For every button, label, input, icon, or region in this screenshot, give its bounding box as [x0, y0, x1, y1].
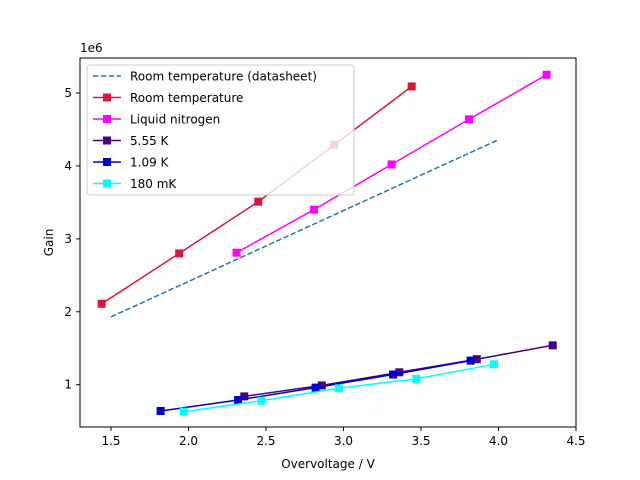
x-tick-label: 2.5 [256, 434, 275, 448]
y-tick-label: 4 [64, 159, 72, 173]
data-point [240, 392, 249, 401]
legend: Room temperature (datasheet) Room tempera… [86, 64, 355, 196]
y-tick-label: 1 [64, 378, 72, 392]
series-liquid-nitrogen [232, 70, 551, 257]
y-tick-label: 2 [64, 305, 72, 319]
data-point [489, 360, 498, 369]
legend-marker [103, 179, 111, 188]
data-point [465, 115, 474, 124]
data-point [412, 374, 421, 383]
data-point [334, 384, 343, 393]
data-point [179, 407, 188, 416]
legend-label: Room temperature [130, 91, 243, 105]
data-point [234, 396, 243, 405]
legend-label: Room temperature (datasheet) [130, 70, 317, 84]
legend-label: Liquid nitrogen [130, 113, 220, 127]
x-tick-label: 3.0 [334, 434, 353, 448]
x-tick-label: 4.5 [566, 434, 585, 448]
data-point [156, 406, 165, 415]
legend-item: 1.09 K [93, 156, 170, 170]
data-point [472, 355, 481, 364]
data-point [466, 356, 475, 365]
y-tick-label: 5 [64, 86, 72, 100]
data-point [387, 160, 396, 169]
y-axis-label: Gain [42, 229, 56, 257]
data-point [232, 248, 241, 257]
data-point [311, 383, 320, 392]
x-axis-ticks: 1.5 2.0 2.5 3.0 3.5 4.0 4.5 [101, 427, 586, 448]
data-point [257, 396, 266, 405]
x-tick-label: 1.5 [101, 434, 120, 448]
series-1-09-k [156, 356, 475, 415]
x-tick-label: 3.5 [411, 434, 430, 448]
data-point [310, 205, 319, 214]
data-point [389, 370, 398, 379]
data-point [317, 381, 326, 390]
data-point [175, 249, 184, 258]
series-layer [97, 70, 557, 416]
x-tick-label: 2.0 [179, 434, 198, 448]
legend-label: 1.09 K [130, 156, 170, 170]
legend-label: 5.55 K [130, 134, 170, 148]
series-5-55-k [240, 341, 557, 401]
legend-item: Liquid nitrogen [93, 113, 220, 127]
legend-item: Room temperature (datasheet) [93, 70, 317, 84]
data-point [548, 341, 557, 350]
legend-marker [103, 115, 111, 123]
data-point [97, 299, 106, 308]
data-point [407, 82, 416, 91]
series-180-mk [179, 360, 498, 416]
legend-marker [103, 93, 111, 102]
data-point [254, 197, 263, 206]
axes-frame [79, 57, 577, 428]
y-tick-label: 3 [64, 232, 72, 246]
data-point [542, 70, 551, 79]
legend-marker [103, 158, 111, 166]
legend-label: 180 mK [130, 177, 177, 191]
y-axis-ticks: 1 2 3 4 5 [64, 86, 80, 392]
legend-item: 180 mK [93, 177, 177, 191]
x-tick-label: 4.0 [489, 434, 508, 448]
legend-item: 5.55 K [93, 134, 170, 148]
legend-item: Room temperature [93, 91, 243, 105]
x-axis-label: Overvoltage / V [281, 457, 375, 471]
legend-box [86, 64, 355, 196]
legend-marker [103, 136, 111, 145]
data-point [395, 368, 404, 377]
y-axis-multiplier: 1e6 [80, 41, 103, 55]
